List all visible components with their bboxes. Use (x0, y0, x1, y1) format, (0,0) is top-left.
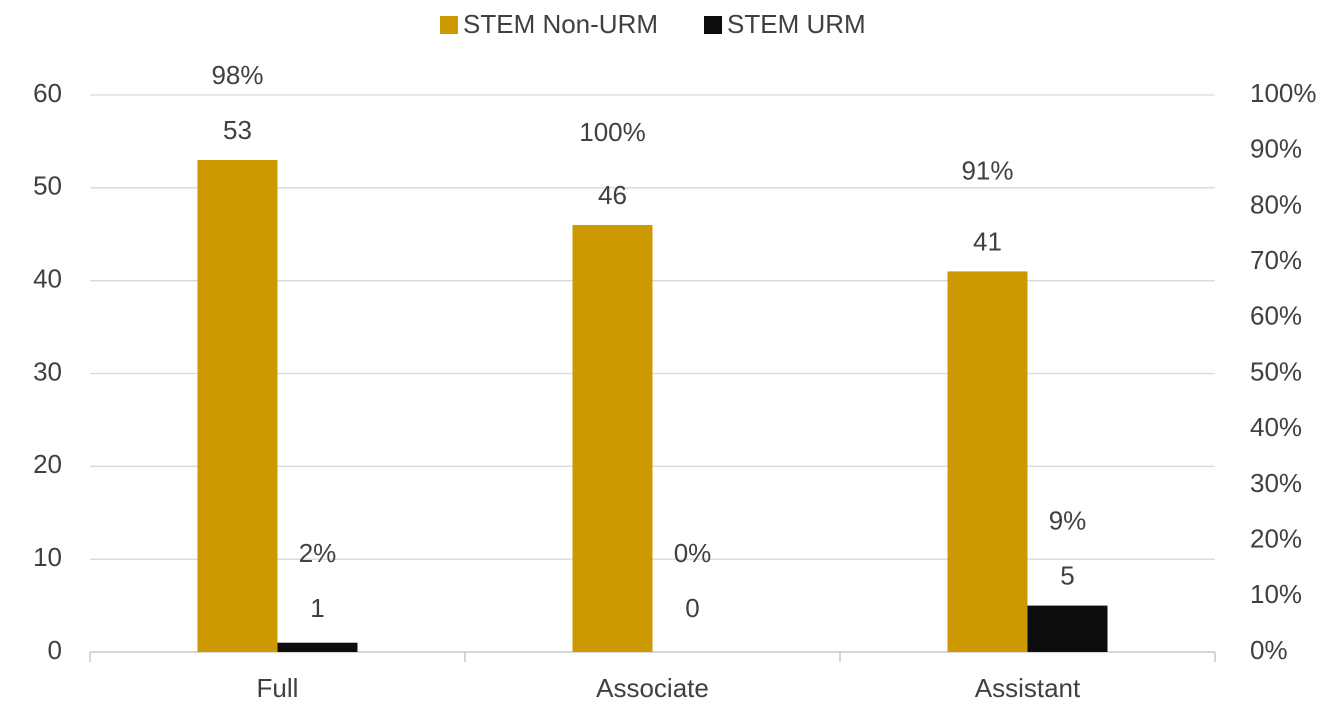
share-label: 98% (211, 60, 263, 90)
value-label: 5 (1060, 560, 1074, 590)
y2-tick-label: 60% (1250, 301, 1302, 331)
x-tick-label: Assistant (975, 673, 1081, 703)
y2-tick-label: 10% (1250, 579, 1302, 609)
bar (1027, 605, 1108, 652)
y-tick-label: 50 (33, 171, 62, 201)
x-tick-label: Full (257, 673, 299, 703)
legend-label: STEM URM (727, 9, 866, 39)
y-tick-label: 10 (33, 542, 62, 572)
y2-tick-label: 40% (1250, 412, 1302, 442)
y-tick-label: 0 (48, 635, 62, 665)
share-label: 0% (674, 538, 712, 568)
y-tick-label: 30 (33, 356, 62, 386)
y2-tick-label: 70% (1250, 245, 1302, 275)
legend-label: STEM Non-URM (463, 9, 658, 39)
y2-tick-label: 30% (1250, 468, 1302, 498)
y-tick-label: 20 (33, 449, 62, 479)
y-tick-label: 40 (33, 264, 62, 294)
share-label: 2% (299, 538, 337, 568)
share-label: 91% (961, 155, 1013, 185)
bar (947, 271, 1028, 652)
y2-tick-label: 50% (1250, 356, 1302, 386)
y2-tick-label: 0% (1250, 635, 1288, 665)
y2-tick-label: 80% (1250, 189, 1302, 219)
share-label: 100% (579, 117, 646, 147)
value-label: 0 (685, 593, 699, 623)
value-label: 1 (310, 593, 324, 623)
share-label: 9% (1049, 505, 1087, 535)
y2-tick-label: 20% (1250, 523, 1302, 553)
value-label: 53 (223, 115, 252, 145)
y2-tick-label: 90% (1250, 134, 1302, 164)
legend-swatch (440, 16, 458, 34)
legend-swatch (704, 16, 723, 34)
y-tick-label: 60 (33, 78, 62, 108)
x-tick-label: Associate (596, 673, 709, 703)
bar (197, 159, 278, 652)
value-label: 46 (598, 180, 627, 210)
value-label: 41 (973, 226, 1002, 256)
y2-tick-label: 100% (1250, 78, 1317, 108)
bar (277, 642, 358, 652)
bar (572, 224, 653, 652)
